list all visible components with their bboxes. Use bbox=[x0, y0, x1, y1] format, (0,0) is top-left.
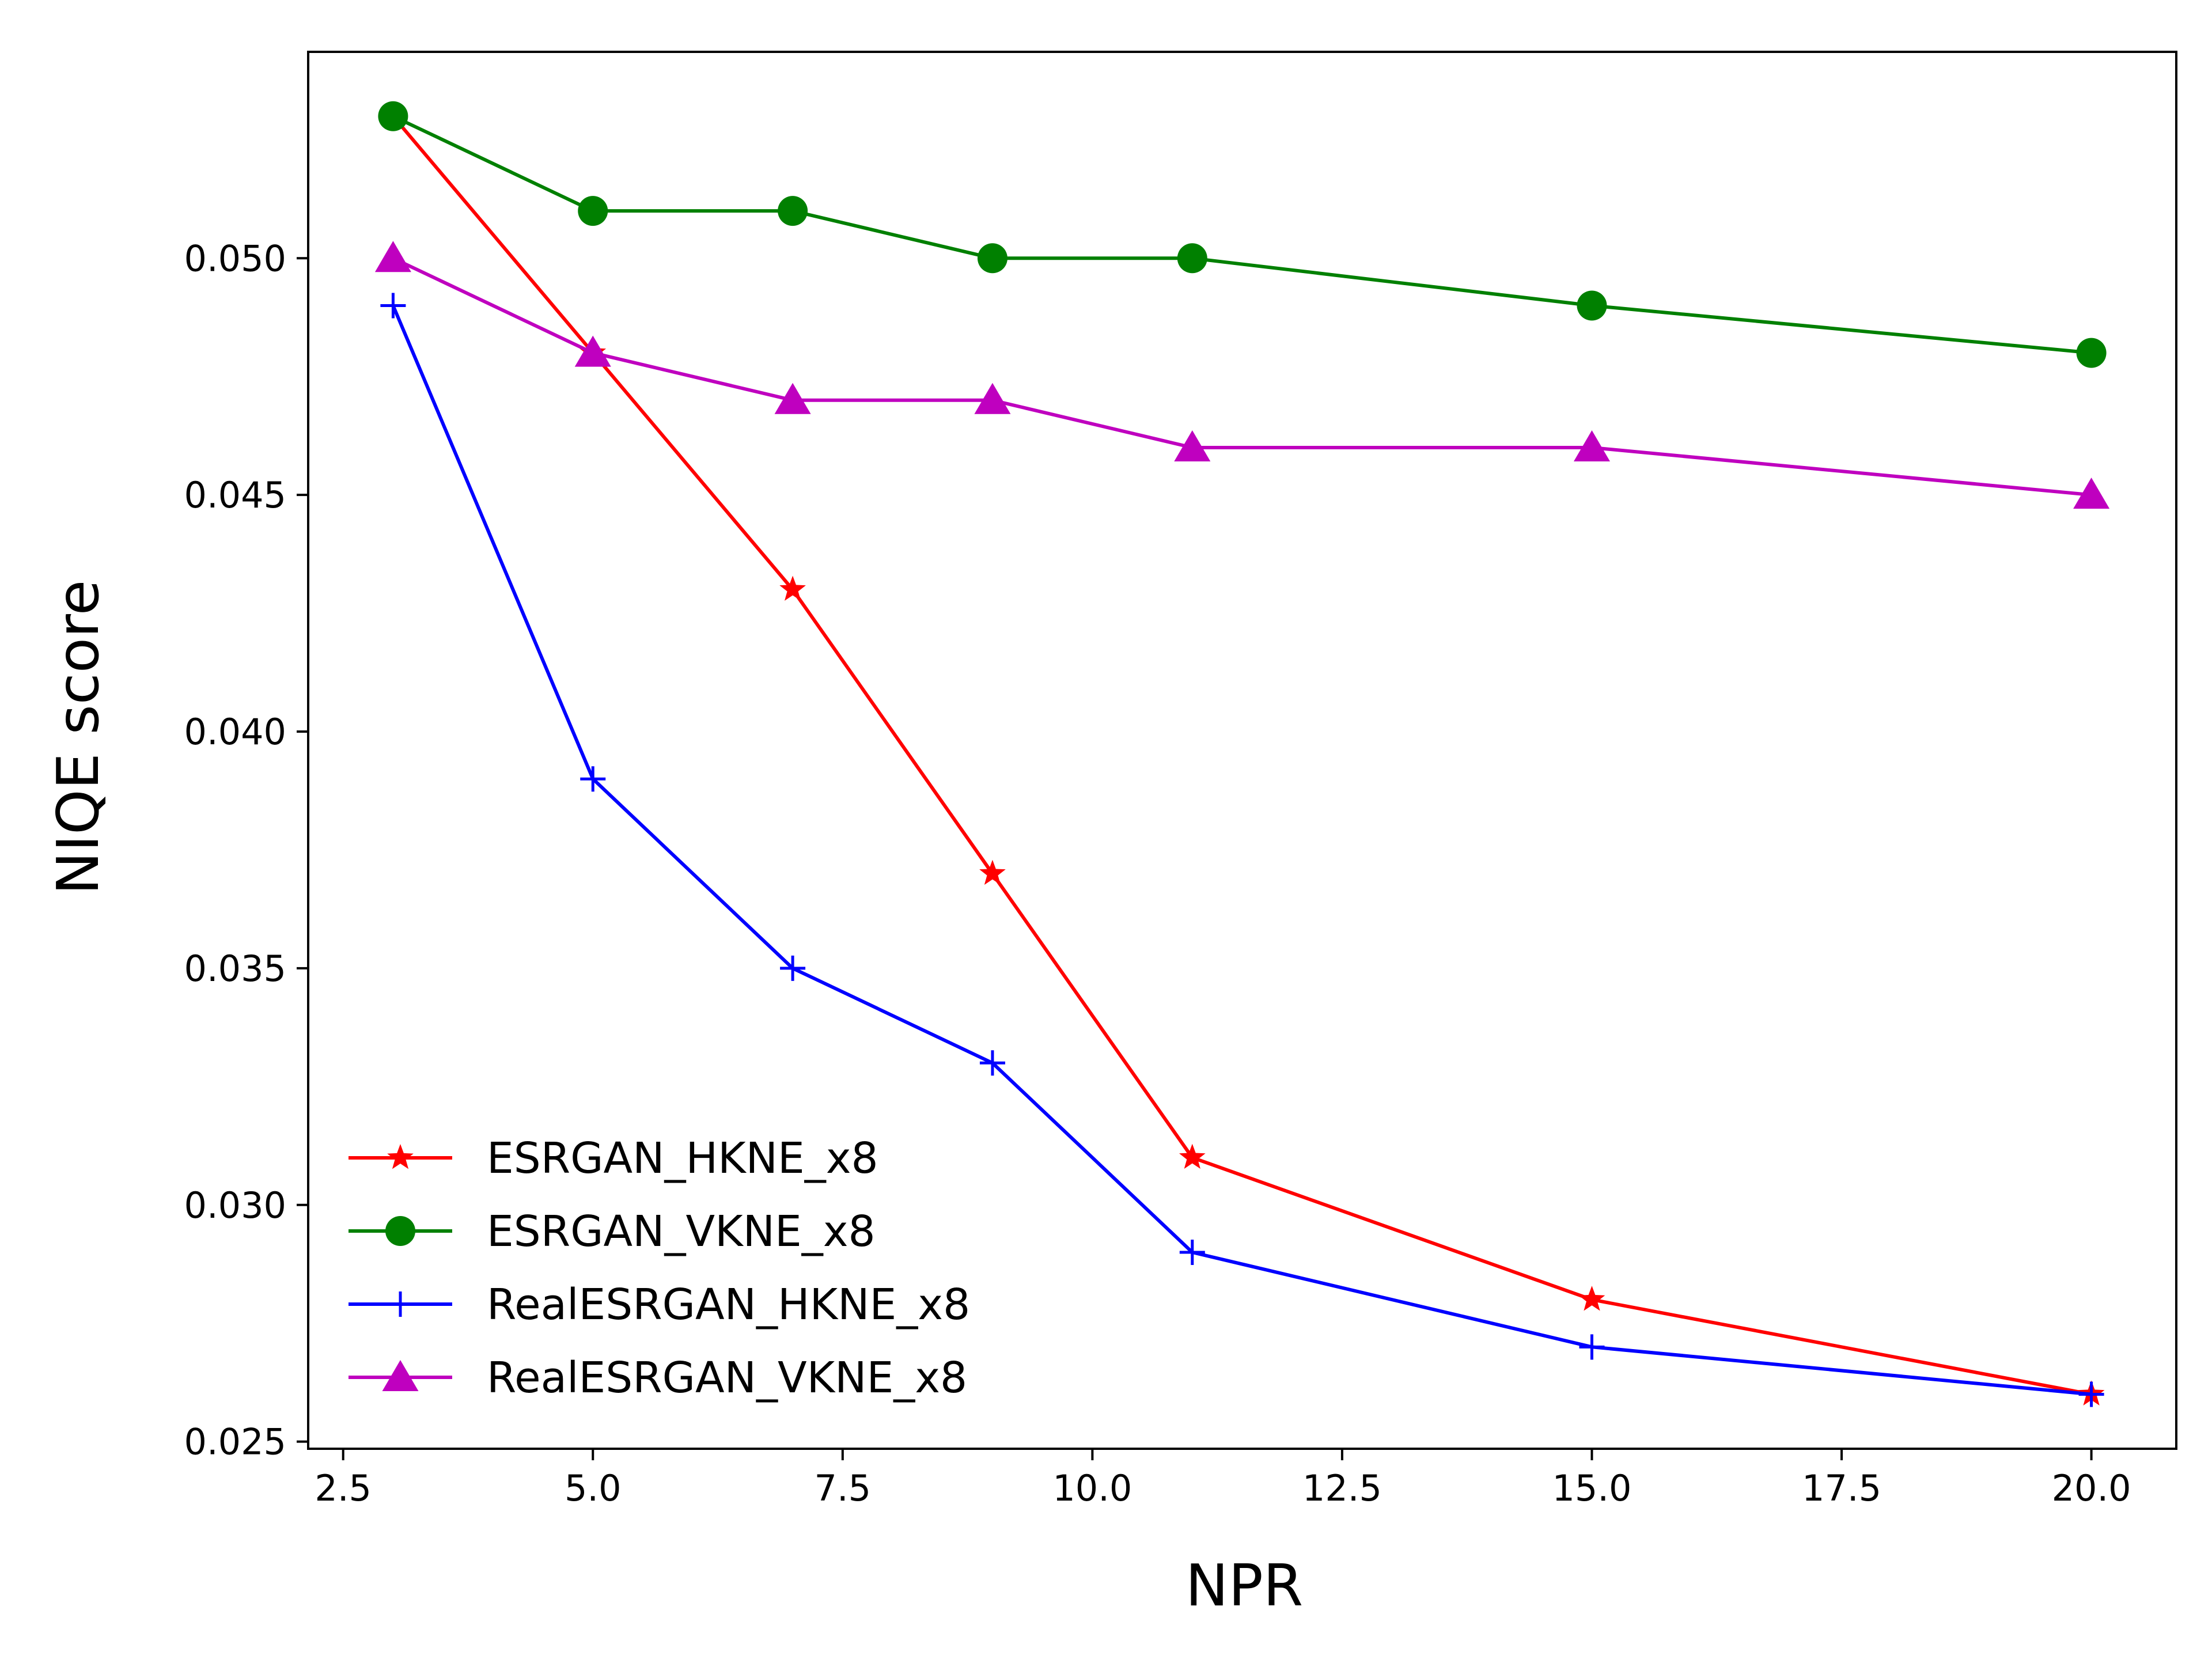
x-tick-label: 12.5 bbox=[1302, 1467, 1382, 1509]
data-point bbox=[779, 575, 806, 601]
data-point bbox=[979, 1050, 1005, 1076]
y-axis-label: NIQE score bbox=[44, 580, 112, 895]
data-point bbox=[1179, 1239, 1205, 1265]
series-line bbox=[392, 115, 2092, 1396]
y-tick-label: 0.035 bbox=[184, 948, 287, 990]
x-tick-label: 10.0 bbox=[1052, 1467, 1132, 1509]
data-point bbox=[1179, 1143, 1206, 1169]
data-point bbox=[380, 293, 406, 319]
data-point bbox=[974, 382, 1011, 414]
legend-item: RealESRGAN_VKNE_x8 bbox=[349, 1353, 967, 1403]
legend-item: ESRGAN_VKNE_x8 bbox=[349, 1207, 876, 1256]
series-layer bbox=[374, 101, 2110, 1407]
data-point bbox=[1573, 430, 1610, 461]
plot-frame bbox=[307, 51, 2177, 1450]
data-point bbox=[774, 382, 811, 414]
data-point bbox=[574, 335, 611, 367]
series-line bbox=[392, 256, 2092, 497]
legend-marker bbox=[382, 1360, 419, 1391]
series-RealESRGAN_VKNE_x8 bbox=[374, 241, 2110, 509]
y-tick-label: 0.045 bbox=[184, 474, 287, 516]
x-tick-label: 17.5 bbox=[1802, 1467, 1881, 1509]
series-RealESRGAN_HKNE_x8 bbox=[380, 293, 2104, 1407]
data-point bbox=[1579, 1334, 1605, 1360]
series-line bbox=[392, 115, 2092, 355]
data-point bbox=[374, 241, 411, 272]
data-point bbox=[778, 196, 808, 226]
legend-label: ESRGAN_VKNE_x8 bbox=[487, 1207, 876, 1256]
legend-item: RealESRGAN_HKNE_x8 bbox=[349, 1280, 970, 1330]
data-point bbox=[2076, 338, 2107, 368]
legend-label: RealESRGAN_VKNE_x8 bbox=[487, 1353, 967, 1403]
data-point bbox=[580, 766, 606, 792]
legend-marker bbox=[387, 1144, 414, 1169]
y-tick-label: 0.040 bbox=[184, 711, 287, 753]
x-axis-label: NPR bbox=[1185, 1552, 1304, 1619]
data-point bbox=[378, 101, 408, 131]
data-point bbox=[979, 859, 1006, 885]
legend-label: RealESRGAN_HKNE_x8 bbox=[487, 1280, 970, 1330]
data-point bbox=[977, 243, 1007, 274]
legend: ESRGAN_HKNE_x8 ESRGAN_VKNE_x8 RealESRGAN_H… bbox=[349, 1134, 970, 1403]
data-point bbox=[578, 196, 608, 226]
y-tick-label: 0.030 bbox=[184, 1184, 287, 1226]
data-point bbox=[2073, 478, 2110, 509]
data-point bbox=[1578, 1286, 1605, 1311]
data-point bbox=[1577, 290, 1607, 321]
y-tick-label: 0.025 bbox=[184, 1421, 287, 1463]
series-ESRGAN_VKNE_x8 bbox=[378, 101, 2107, 368]
data-point bbox=[780, 955, 806, 981]
legend-label: ESRGAN_HKNE_x8 bbox=[487, 1134, 878, 1183]
legend-marker bbox=[388, 1291, 413, 1317]
y-axis: 0.025 0.030 0.035 0.040 0.045 0.050 bbox=[184, 237, 308, 1463]
x-axis: 2.5 5.0 7.5 10.0 12.5 15.0 17.5 20.0 bbox=[315, 1449, 2131, 1509]
x-tick-label: 2.5 bbox=[315, 1467, 372, 1509]
data-point bbox=[1174, 430, 1211, 461]
y-tick-label: 0.050 bbox=[184, 237, 287, 279]
legend-marker bbox=[385, 1216, 415, 1246]
plot-area bbox=[307, 51, 2177, 1450]
data-point bbox=[1177, 243, 1207, 274]
x-tick-label: 5.0 bbox=[565, 1467, 622, 1509]
legend-item: ESRGAN_HKNE_x8 bbox=[349, 1134, 878, 1183]
x-tick-label: 7.5 bbox=[815, 1467, 872, 1509]
x-tick-label: 15.0 bbox=[1552, 1467, 1631, 1509]
x-tick-label: 20.0 bbox=[2052, 1467, 2131, 1509]
data-point bbox=[2078, 1381, 2104, 1407]
